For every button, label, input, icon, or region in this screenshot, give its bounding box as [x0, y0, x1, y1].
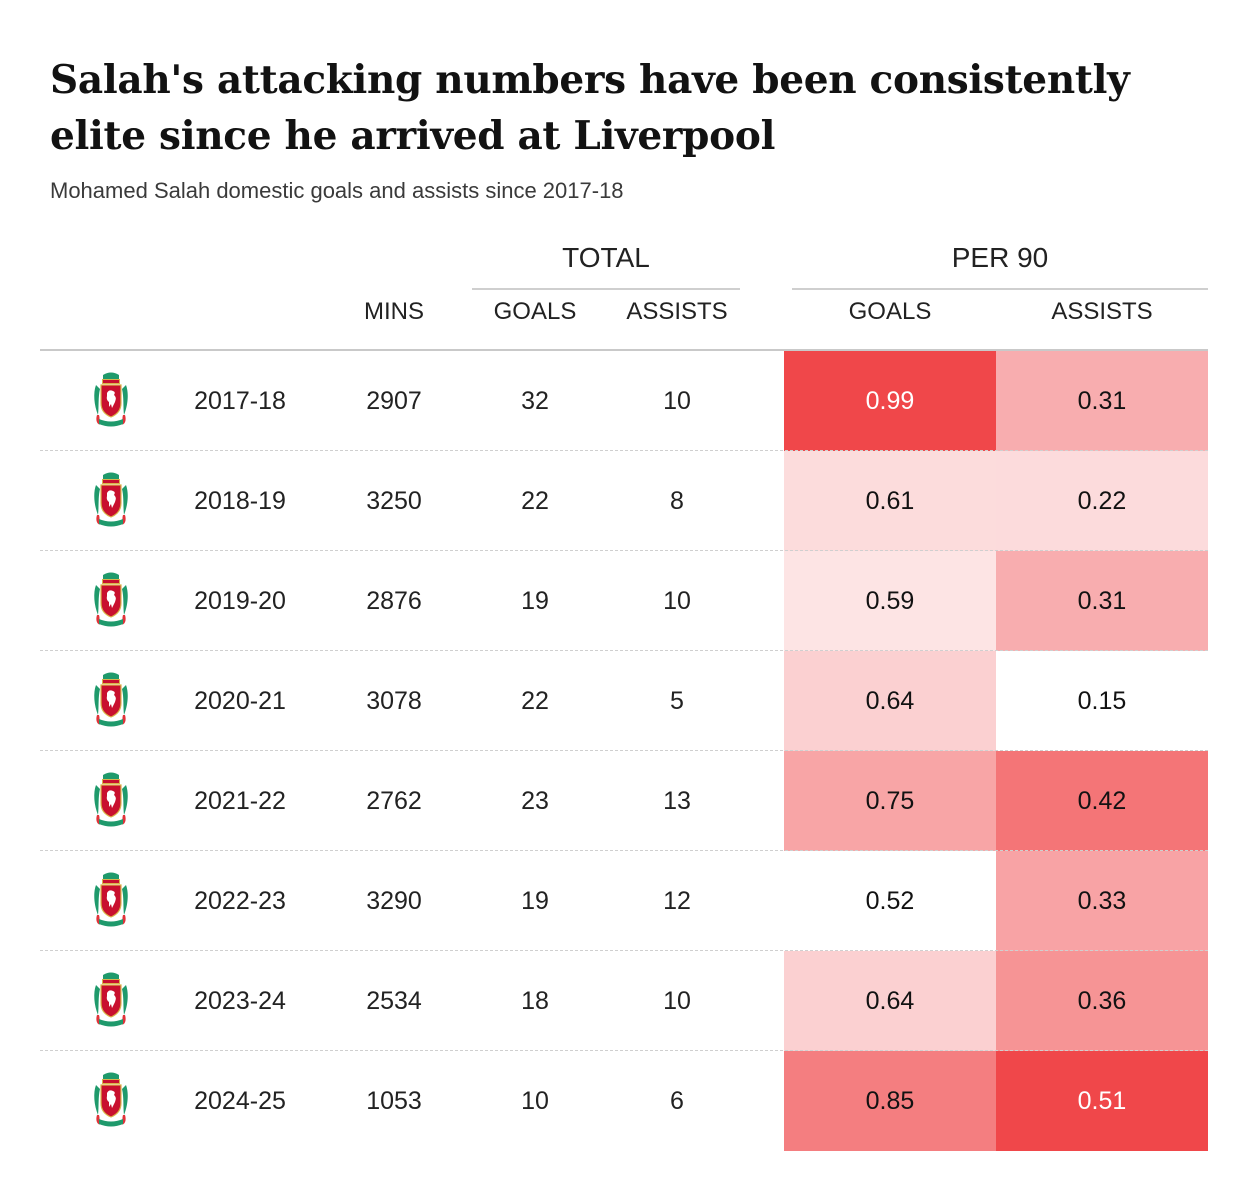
per90-goals-cell: 0.59 — [784, 551, 996, 651]
column-header-total-goals: GOALS — [493, 298, 577, 325]
row-separator — [40, 850, 1208, 851]
table-row: 2017-18 2907 32 10 0.99 0.31 — [0, 351, 1248, 451]
mins-cell: 1053 — [366, 1087, 422, 1115]
total-assists-cell: 10 — [663, 587, 691, 615]
total-goals-cell: 23 — [521, 787, 549, 815]
per90-goals-cell: 0.99 — [784, 351, 996, 451]
group-header-per90: PER 90 — [951, 242, 1049, 273]
per90-goals-cell: 0.64 — [784, 951, 996, 1051]
per90-assists-cell: 0.51 — [996, 1051, 1208, 1151]
season-cell: 2022-23 — [194, 887, 286, 915]
liverpool-crest-icon — [90, 571, 132, 631]
header-rule — [40, 349, 1208, 351]
season-cell: 2024-25 — [194, 1087, 286, 1115]
season-cell: 2017-18 — [194, 387, 286, 415]
per90-goals-cell: 0.75 — [784, 751, 996, 851]
season-cell: 2019-20 — [194, 587, 286, 615]
table-row: 2024-25 1053 10 6 0.85 0.51 — [0, 1051, 1248, 1151]
mins-cell: 2876 — [366, 587, 422, 615]
per90-assists-cell: 0.33 — [996, 851, 1208, 951]
table-row: 2018-19 3250 22 8 0.61 0.22 — [0, 451, 1248, 551]
liverpool-crest-icon — [90, 1071, 132, 1131]
total-goals-cell: 10 — [521, 1087, 549, 1115]
per90-goals-cell: 0.85 — [784, 1051, 996, 1151]
liverpool-crest-icon — [90, 771, 132, 831]
column-header-per90-goals: GOALS — [848, 298, 932, 325]
row-separator — [40, 1050, 1208, 1051]
total-assists-cell: 10 — [663, 387, 691, 415]
total-goals-cell: 19 — [521, 587, 549, 615]
column-header-mins: MINS — [364, 298, 424, 325]
table-row: 2019-20 2876 19 10 0.59 0.31 — [0, 551, 1248, 651]
total-goals-cell: 22 — [521, 687, 549, 715]
per90-assists-cell: 0.36 — [996, 951, 1208, 1051]
column-header-total-assists: ASSISTS — [626, 298, 728, 325]
mins-cell: 2762 — [366, 787, 422, 815]
per90-goals-cell: 0.64 — [784, 651, 996, 751]
per90-goals-cell: 0.52 — [784, 851, 996, 951]
season-cell: 2018-19 — [194, 487, 286, 515]
total-assists-cell: 5 — [670, 687, 684, 715]
mins-cell: 2907 — [366, 387, 422, 415]
season-cell: 2023-24 — [194, 987, 286, 1015]
group-header-total: TOTAL — [562, 242, 650, 273]
total-assists-cell: 13 — [663, 787, 691, 815]
row-separator — [40, 550, 1208, 551]
per90-assists-cell: 0.31 — [996, 351, 1208, 451]
mins-cell: 2534 — [366, 987, 422, 1015]
liverpool-crest-icon — [90, 471, 132, 531]
per90-assists-cell: 0.42 — [996, 751, 1208, 851]
total-assists-cell: 12 — [663, 887, 691, 915]
total-assists-cell: 6 — [670, 1087, 684, 1115]
total-assists-cell: 10 — [663, 987, 691, 1015]
row-separator — [40, 450, 1208, 451]
chart-title: Salah's attacking numbers have been cons… — [50, 57, 1130, 159]
liverpool-crest-icon — [90, 871, 132, 931]
per90-assists-cell: 0.15 — [996, 651, 1208, 751]
total-goals-cell: 22 — [521, 487, 549, 515]
total-goals-cell: 19 — [521, 887, 549, 915]
per90-goals-cell: 0.61 — [784, 451, 996, 551]
table-row: 2022-23 3290 19 12 0.52 0.33 — [0, 851, 1248, 951]
per90-assists-cell: 0.22 — [996, 451, 1208, 551]
total-assists-cell: 8 — [670, 487, 684, 515]
total-goals-cell: 32 — [521, 387, 549, 415]
liverpool-crest-icon — [90, 671, 132, 731]
per90-assists-cell: 0.31 — [996, 551, 1208, 651]
liverpool-crest-icon — [90, 371, 132, 431]
row-separator — [40, 750, 1208, 751]
table-row: 2020-21 3078 22 5 0.64 0.15 — [0, 651, 1248, 751]
mins-cell: 3250 — [366, 487, 422, 515]
group-underline-per90 — [792, 288, 1208, 290]
table-row: 2021-22 2762 23 13 0.75 0.42 — [0, 751, 1248, 851]
total-goals-cell: 18 — [521, 987, 549, 1015]
mins-cell: 3078 — [366, 687, 422, 715]
row-separator — [40, 950, 1208, 951]
group-underline-total — [472, 288, 740, 290]
row-separator — [40, 650, 1208, 651]
season-cell: 2020-21 — [194, 687, 286, 715]
mins-cell: 3290 — [366, 887, 422, 915]
chart-subtitle: Mohamed Salah domestic goals and assists… — [50, 178, 624, 203]
column-header-per90-assists: ASSISTS — [1051, 298, 1153, 325]
table-row: 2023-24 2534 18 10 0.64 0.36 — [0, 951, 1248, 1051]
season-cell: 2021-22 — [194, 787, 286, 815]
liverpool-crest-icon — [90, 971, 132, 1031]
